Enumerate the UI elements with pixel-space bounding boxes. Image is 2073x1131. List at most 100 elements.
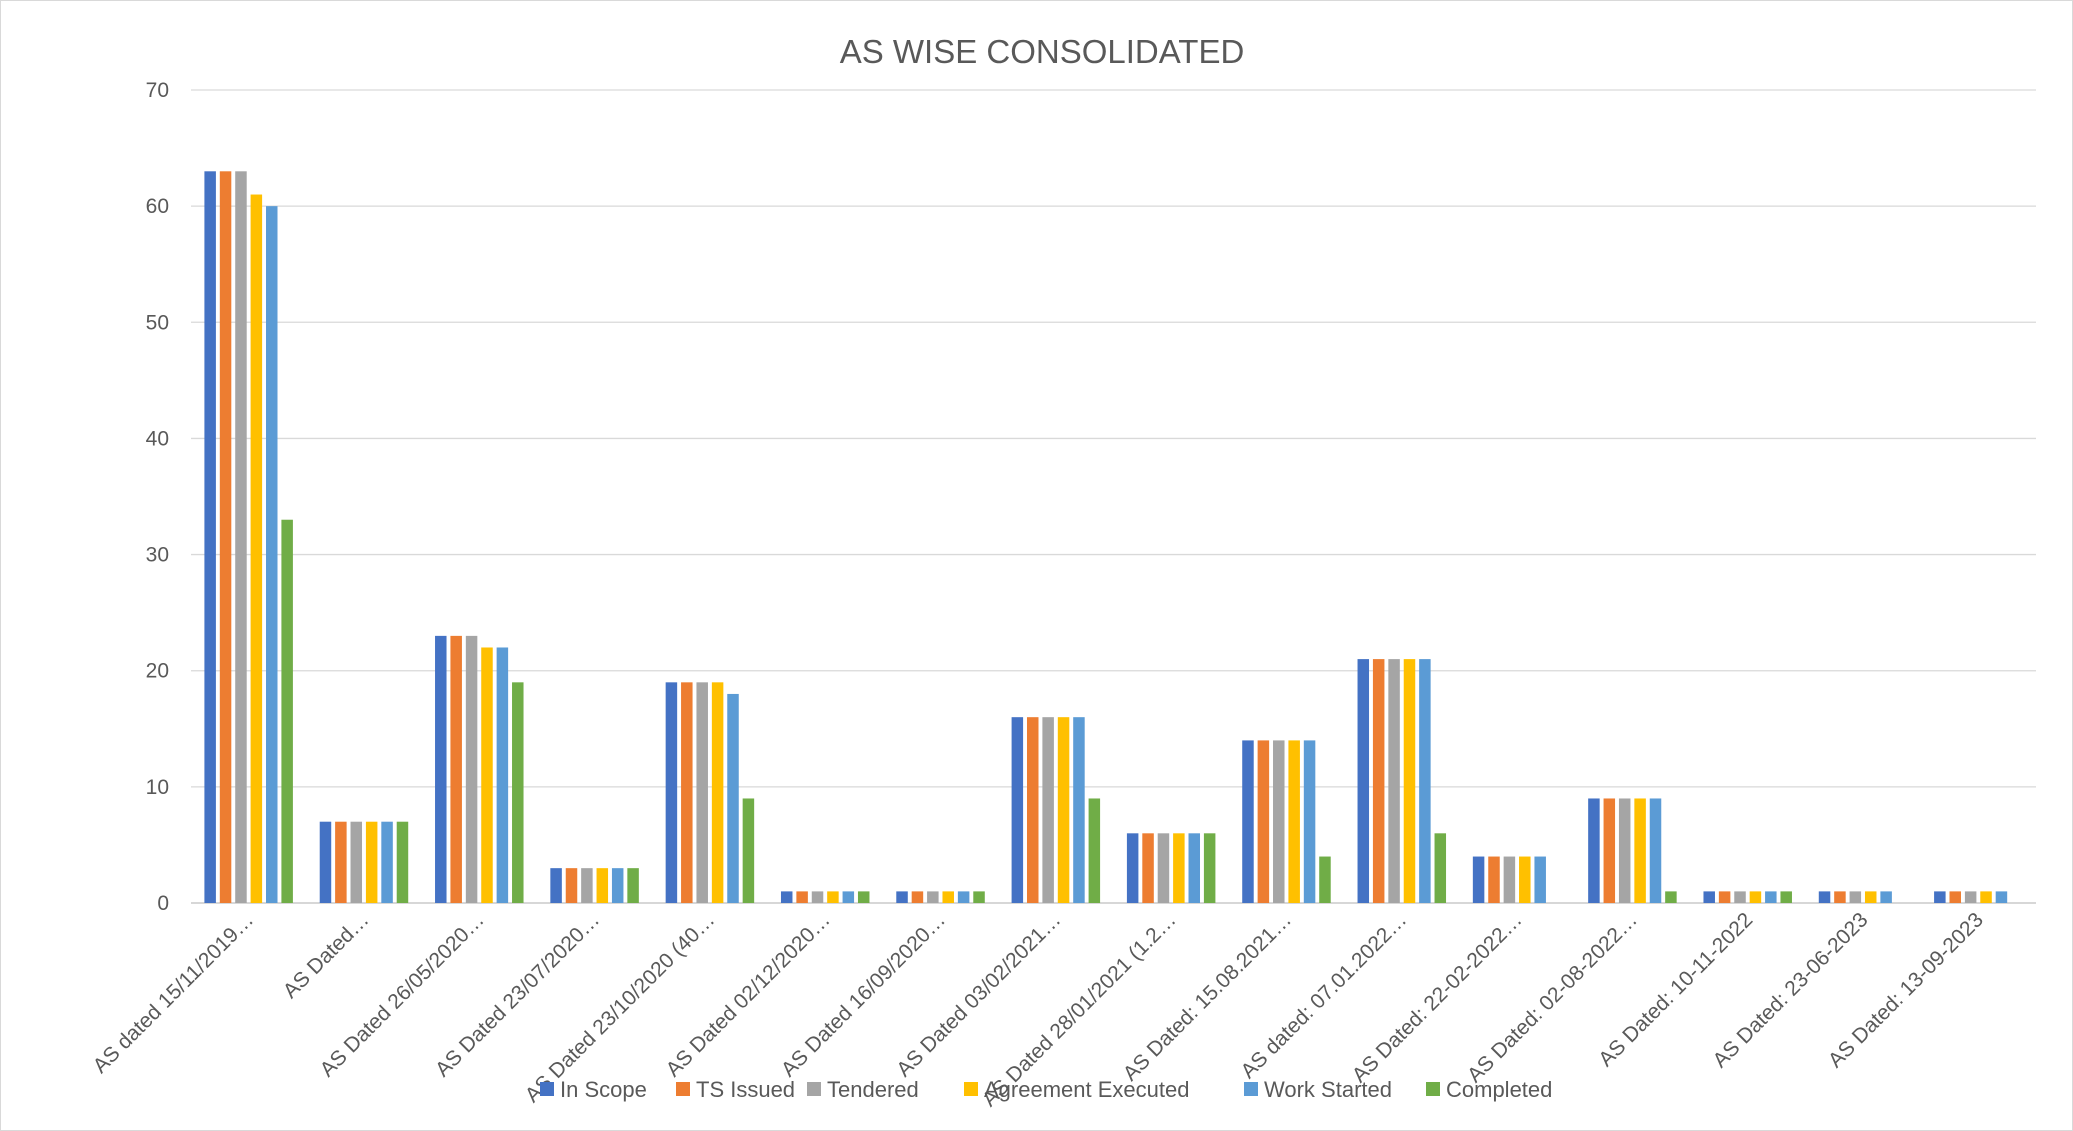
bar	[1288, 740, 1300, 903]
y-axis-ticks: 0 10 20 30 40 50 60 70	[146, 79, 169, 915]
bar	[219, 171, 232, 904]
bar	[1665, 891, 1677, 903]
bar	[1388, 659, 1400, 903]
bar	[827, 891, 839, 903]
bar	[1273, 740, 1285, 903]
bar	[1057, 717, 1070, 903]
bar	[250, 194, 263, 903]
bar	[957, 891, 970, 903]
bar	[1042, 717, 1054, 903]
bar	[1880, 891, 1892, 903]
bar	[1188, 833, 1201, 903]
legend-swatch	[540, 1082, 554, 1096]
bar	[1780, 891, 1792, 903]
bar	[1588, 798, 1600, 903]
bar	[1319, 856, 1331, 903]
bar	[1088, 798, 1101, 903]
bar	[1749, 891, 1762, 903]
bar	[742, 798, 755, 903]
bar	[1403, 659, 1416, 903]
chart-title: AS WISE CONSOLIDATED	[840, 33, 1245, 70]
bar	[1618, 798, 1631, 903]
bar	[465, 635, 478, 903]
legend-label: In Scope	[560, 1077, 647, 1102]
bar	[811, 891, 824, 903]
bar	[942, 891, 954, 903]
bar	[796, 891, 808, 903]
bar	[1173, 833, 1185, 903]
y-tick-label: 0	[157, 892, 169, 915]
x-tick-label: AS Dated…	[279, 908, 374, 1003]
bar	[973, 891, 985, 903]
bar	[1934, 891, 1946, 903]
legend-swatch	[964, 1082, 978, 1096]
bar	[681, 682, 693, 903]
bar	[1257, 740, 1270, 903]
legend-swatch	[807, 1082, 821, 1096]
bar	[1864, 891, 1877, 903]
bar	[1703, 891, 1715, 903]
bar	[780, 891, 793, 903]
bar	[927, 891, 939, 903]
bar	[1372, 659, 1385, 903]
bar	[1488, 856, 1500, 903]
bar	[727, 693, 739, 903]
bar	[1734, 891, 1746, 903]
bar	[512, 682, 524, 903]
bar	[335, 821, 347, 903]
bar	[319, 821, 332, 903]
bar	[1242, 740, 1254, 903]
bar	[1634, 798, 1646, 903]
y-tick-label: 70	[146, 79, 169, 102]
y-tick-label: 30	[146, 544, 169, 567]
legend-label: Tendered	[827, 1077, 919, 1102]
bar	[396, 821, 409, 903]
y-tick-label: 10	[146, 776, 169, 799]
bar	[281, 519, 293, 903]
legend-swatch	[1426, 1082, 1440, 1096]
legend-label: TS Issued	[696, 1077, 795, 1102]
bar	[911, 891, 924, 903]
y-tick-label: 60	[146, 195, 169, 218]
bar	[365, 821, 378, 903]
bar	[381, 821, 393, 903]
y-tick-label: 40	[146, 427, 169, 450]
bar	[1503, 856, 1516, 903]
bar	[1303, 740, 1316, 903]
bar	[696, 682, 708, 903]
y-tick-label: 20	[146, 660, 169, 683]
bar	[1649, 798, 1662, 903]
bar	[1603, 798, 1616, 903]
y-tick-label: 50	[146, 311, 169, 334]
bar	[627, 868, 639, 903]
bar	[1026, 717, 1039, 903]
legend-swatch	[676, 1082, 690, 1096]
bar	[1157, 833, 1170, 903]
bar	[1964, 891, 1977, 903]
bar	[1718, 891, 1731, 903]
bar	[1534, 856, 1546, 903]
bar	[266, 206, 278, 904]
bars	[204, 171, 2008, 904]
bar	[496, 647, 509, 903]
legend-label: Agreement Executed	[984, 1077, 1189, 1102]
bar	[1357, 659, 1370, 903]
bar	[1011, 717, 1024, 903]
bar	[1818, 891, 1831, 903]
bar	[204, 171, 216, 904]
bar	[611, 868, 624, 903]
bar	[581, 868, 593, 903]
bar	[842, 891, 855, 903]
legend-swatch	[1244, 1082, 1258, 1096]
bar	[1949, 891, 1961, 903]
bar	[1073, 717, 1085, 903]
bar	[896, 891, 908, 903]
bar	[1203, 833, 1216, 903]
legend-label: Work Started	[1264, 1077, 1392, 1102]
bar	[1834, 891, 1846, 903]
legend-label: Completed	[1446, 1077, 1552, 1102]
bar	[1472, 856, 1485, 903]
bar	[435, 635, 447, 903]
bar	[450, 635, 462, 903]
